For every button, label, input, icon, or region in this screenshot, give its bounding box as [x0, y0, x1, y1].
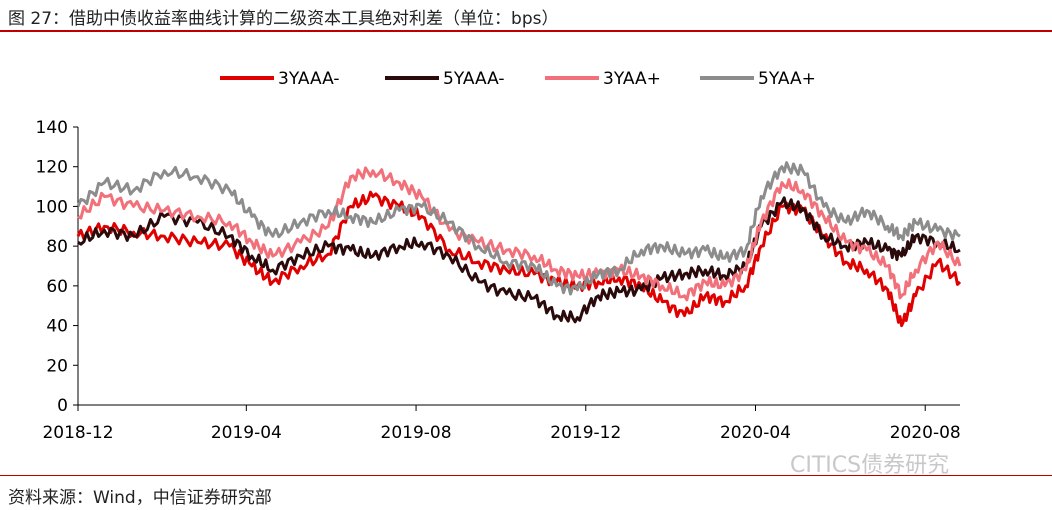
x-tick-label: 2020-08: [890, 423, 961, 443]
y-tick-label: 120: [36, 158, 68, 178]
y-tick-label: 40: [46, 317, 68, 337]
x-tick-label: 2019-08: [381, 423, 452, 443]
source-note: 资料来源：Wind，中信证券研究部: [8, 488, 272, 508]
y-tick-label: 100: [36, 197, 68, 217]
y-tick-label: 140: [36, 118, 68, 138]
figure-title: 图 27：借助中债收益率曲线计算的二级资本工具绝对利差（单位：bps）: [8, 9, 559, 29]
legend-label: 5YAAA-: [443, 69, 504, 89]
x-tick-label: 2019-12: [550, 423, 621, 443]
x-tick-label: 2019-04: [211, 423, 282, 443]
x-tick-label: 2018-12: [42, 423, 113, 443]
y-tick-label: 60: [46, 277, 68, 297]
x-tick-label: 2020-04: [720, 423, 791, 443]
series-line-3YAA+: [77, 166, 962, 302]
y-tick-label: 0: [57, 396, 68, 416]
y-tick-label: 80: [46, 237, 68, 257]
top-rule: [0, 30, 1052, 32]
line-chart: 0 20 40 60 80 100 120 140 2018-12 2019-04 2019-08 2…: [36, 69, 962, 443]
watermark: CITICS债券研究: [790, 453, 950, 478]
y-tick-label: 20: [46, 356, 68, 376]
series-line-5YAA+: [76, 161, 961, 296]
legend-label: 5YAA+: [758, 69, 816, 89]
legend-label: 3YAA+: [603, 69, 661, 89]
legend-label: 3YAAA-: [278, 69, 339, 89]
series-line-3YAAA-: [76, 190, 962, 328]
bottom-rule: [0, 475, 1052, 476]
